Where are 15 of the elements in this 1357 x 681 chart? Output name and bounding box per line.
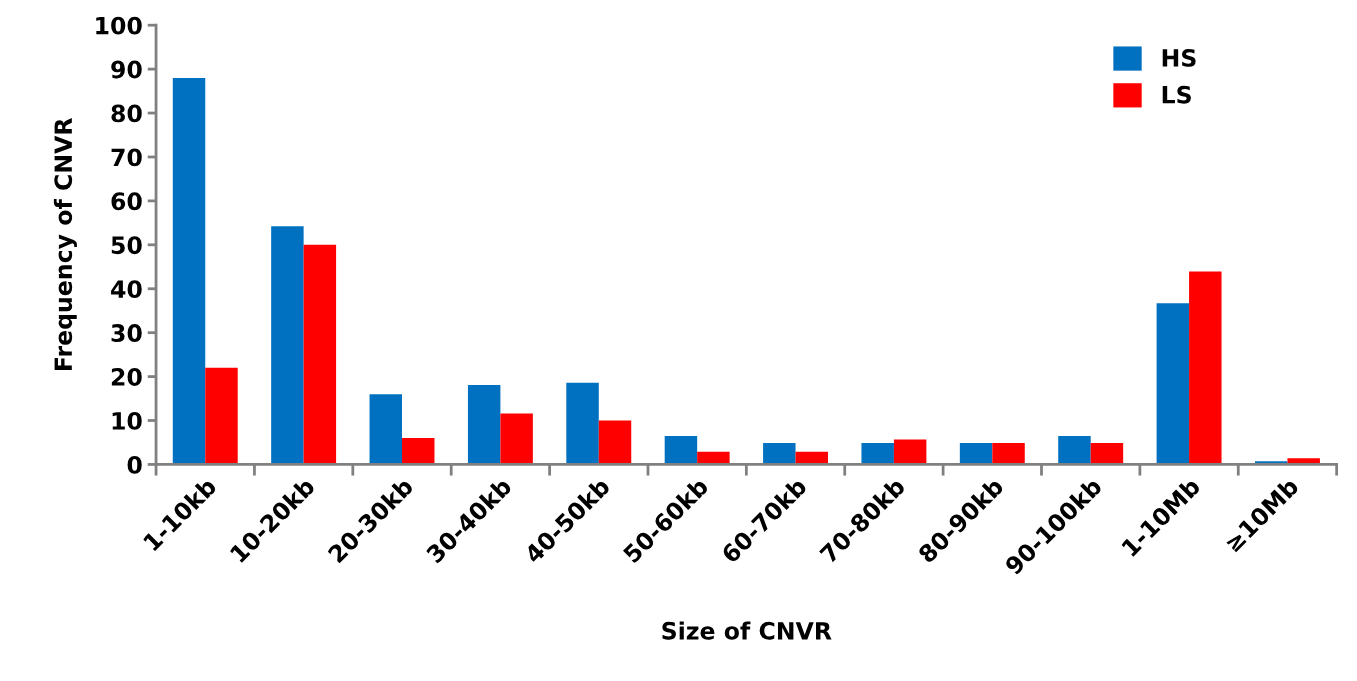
legend-label: HS xyxy=(1162,48,1196,67)
y-tick-label: 100 xyxy=(96,16,142,35)
y-tick-label: 30 xyxy=(111,324,142,342)
y-tick-label: 90 xyxy=(111,60,142,79)
x-axis-title: Size of CNVR xyxy=(662,621,832,640)
y-axis-title: Frequency of CNVR xyxy=(53,117,77,370)
y-tick-label: 50 xyxy=(111,236,142,255)
legend-label: LS xyxy=(1162,85,1191,104)
y-tick-label: 20 xyxy=(111,368,142,386)
y-tick-label: 60 xyxy=(111,192,142,211)
y-tick-label: 10 xyxy=(112,411,142,430)
y-tick-label: 80 xyxy=(111,104,142,123)
y-tick-label: 70 xyxy=(111,148,142,167)
y-tick-label: 40 xyxy=(111,280,142,299)
y-tick-label: 0 xyxy=(127,455,142,474)
